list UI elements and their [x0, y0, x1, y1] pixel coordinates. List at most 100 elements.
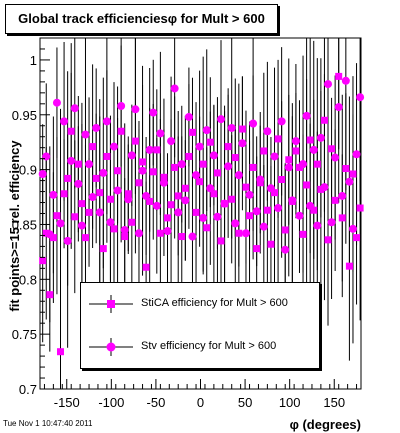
data-point-stica	[85, 208, 93, 216]
data-point-stica	[310, 206, 318, 214]
data-point-stica	[131, 137, 139, 145]
data-point-stv	[124, 195, 133, 204]
data-point-stv	[266, 184, 275, 193]
data-point-stv	[281, 245, 290, 254]
data-point-stica	[57, 348, 65, 356]
data-point-stica	[303, 181, 311, 189]
data-point-stica	[356, 204, 364, 212]
data-point-stv	[245, 190, 254, 199]
data-point-stica	[71, 213, 79, 221]
data-point-stv	[195, 142, 204, 151]
data-point-stica	[231, 154, 239, 162]
data-point-stv	[324, 80, 333, 89]
data-point-stica	[271, 189, 279, 197]
data-point-stica	[96, 189, 104, 197]
data-point-stv	[49, 190, 58, 199]
data-point-stv	[74, 179, 83, 188]
data-point-stv	[145, 145, 154, 154]
data-point-stica	[185, 152, 193, 160]
data-point-stica	[60, 190, 68, 198]
y-tick-label: 0.9	[19, 163, 37, 178]
data-point-stica	[342, 165, 350, 173]
y-tick-label: 0.7	[19, 382, 37, 397]
data-point-stica	[224, 143, 232, 151]
data-point-stica	[328, 145, 336, 153]
data-point-stv	[259, 222, 268, 231]
chart-title: Global track efficienciesφ for Mult > 60…	[18, 11, 265, 26]
data-point-stica	[253, 245, 261, 253]
data-point-stica	[64, 174, 72, 182]
data-point-stica	[267, 240, 275, 248]
data-point-stica	[331, 196, 339, 204]
data-point-stica	[99, 245, 107, 253]
y-tick-label: 0.75	[12, 327, 37, 342]
data-point-stv	[274, 204, 283, 213]
data-point-stv	[238, 139, 247, 148]
data-point-stica	[203, 224, 211, 232]
data-point-stv	[352, 150, 361, 159]
data-point-stv	[45, 230, 54, 239]
data-point-stica	[199, 160, 207, 168]
data-point-stica	[320, 116, 328, 124]
data-point-stv	[241, 229, 250, 238]
data-point-stica	[164, 214, 172, 222]
data-point-stv	[170, 84, 179, 93]
data-point-stica	[306, 136, 314, 144]
data-point-stv	[167, 137, 176, 146]
data-point-stica	[153, 146, 161, 154]
data-point-stica	[242, 183, 250, 191]
data-point-stv	[227, 123, 236, 132]
data-point-stv	[88, 193, 97, 202]
data-point-stv	[320, 183, 329, 192]
legend: StiCA efficiency for Mult > 600 Stv effi…	[80, 282, 320, 369]
data-point-stv	[102, 117, 111, 126]
data-point-stv	[345, 177, 354, 186]
data-point-stv	[338, 191, 347, 200]
data-point-stica	[263, 206, 271, 214]
data-point-stv	[120, 225, 129, 234]
legend-marker-square	[89, 295, 133, 313]
chart-title-box: Global track efficienciesφ for Mult > 60…	[5, 4, 278, 34]
y-tick-label: 0.85	[12, 217, 37, 232]
data-point-stica	[235, 229, 243, 237]
x-tick-label: 0	[197, 395, 204, 410]
data-point-stv	[81, 130, 90, 139]
data-point-stv	[284, 163, 293, 172]
x-tick-label: 100	[279, 395, 301, 410]
data-point-stica	[146, 197, 154, 205]
data-point-stv	[56, 219, 65, 228]
data-point-stica	[46, 291, 54, 299]
data-point-stv	[156, 129, 165, 138]
data-point-stica	[156, 229, 164, 237]
data-point-stica	[103, 152, 111, 160]
data-point-stv	[348, 224, 357, 233]
data-point-stv	[224, 162, 233, 171]
data-point-stica	[142, 263, 150, 271]
legend-entry-stv: Stv efficiency for Mult > 600	[81, 337, 319, 357]
data-point-stica	[89, 143, 97, 151]
data-point-stv	[202, 126, 211, 135]
data-point-stv	[277, 117, 286, 126]
data-point-stica	[117, 127, 125, 135]
data-point-stica	[274, 135, 282, 143]
data-point-stica	[181, 184, 189, 192]
data-point-stv	[309, 145, 318, 154]
data-point-stv	[291, 137, 300, 146]
data-point-stv	[113, 186, 122, 195]
data-point-stv	[110, 142, 119, 151]
data-point-stica	[281, 226, 289, 234]
data-point-stica	[174, 192, 182, 200]
data-point-stica	[246, 212, 254, 220]
data-point-stv	[209, 151, 218, 160]
data-point-stica	[206, 138, 214, 146]
data-point-stv	[327, 218, 336, 227]
data-point-stica	[249, 163, 257, 171]
data-point-stv	[270, 152, 279, 161]
data-point-stica	[67, 127, 75, 135]
data-point-stv	[188, 232, 197, 241]
data-point-stv	[231, 219, 240, 228]
data-point-stv	[134, 229, 143, 238]
data-point-stv	[131, 105, 140, 114]
data-point-stica	[353, 234, 361, 242]
data-point-stica	[338, 214, 346, 222]
